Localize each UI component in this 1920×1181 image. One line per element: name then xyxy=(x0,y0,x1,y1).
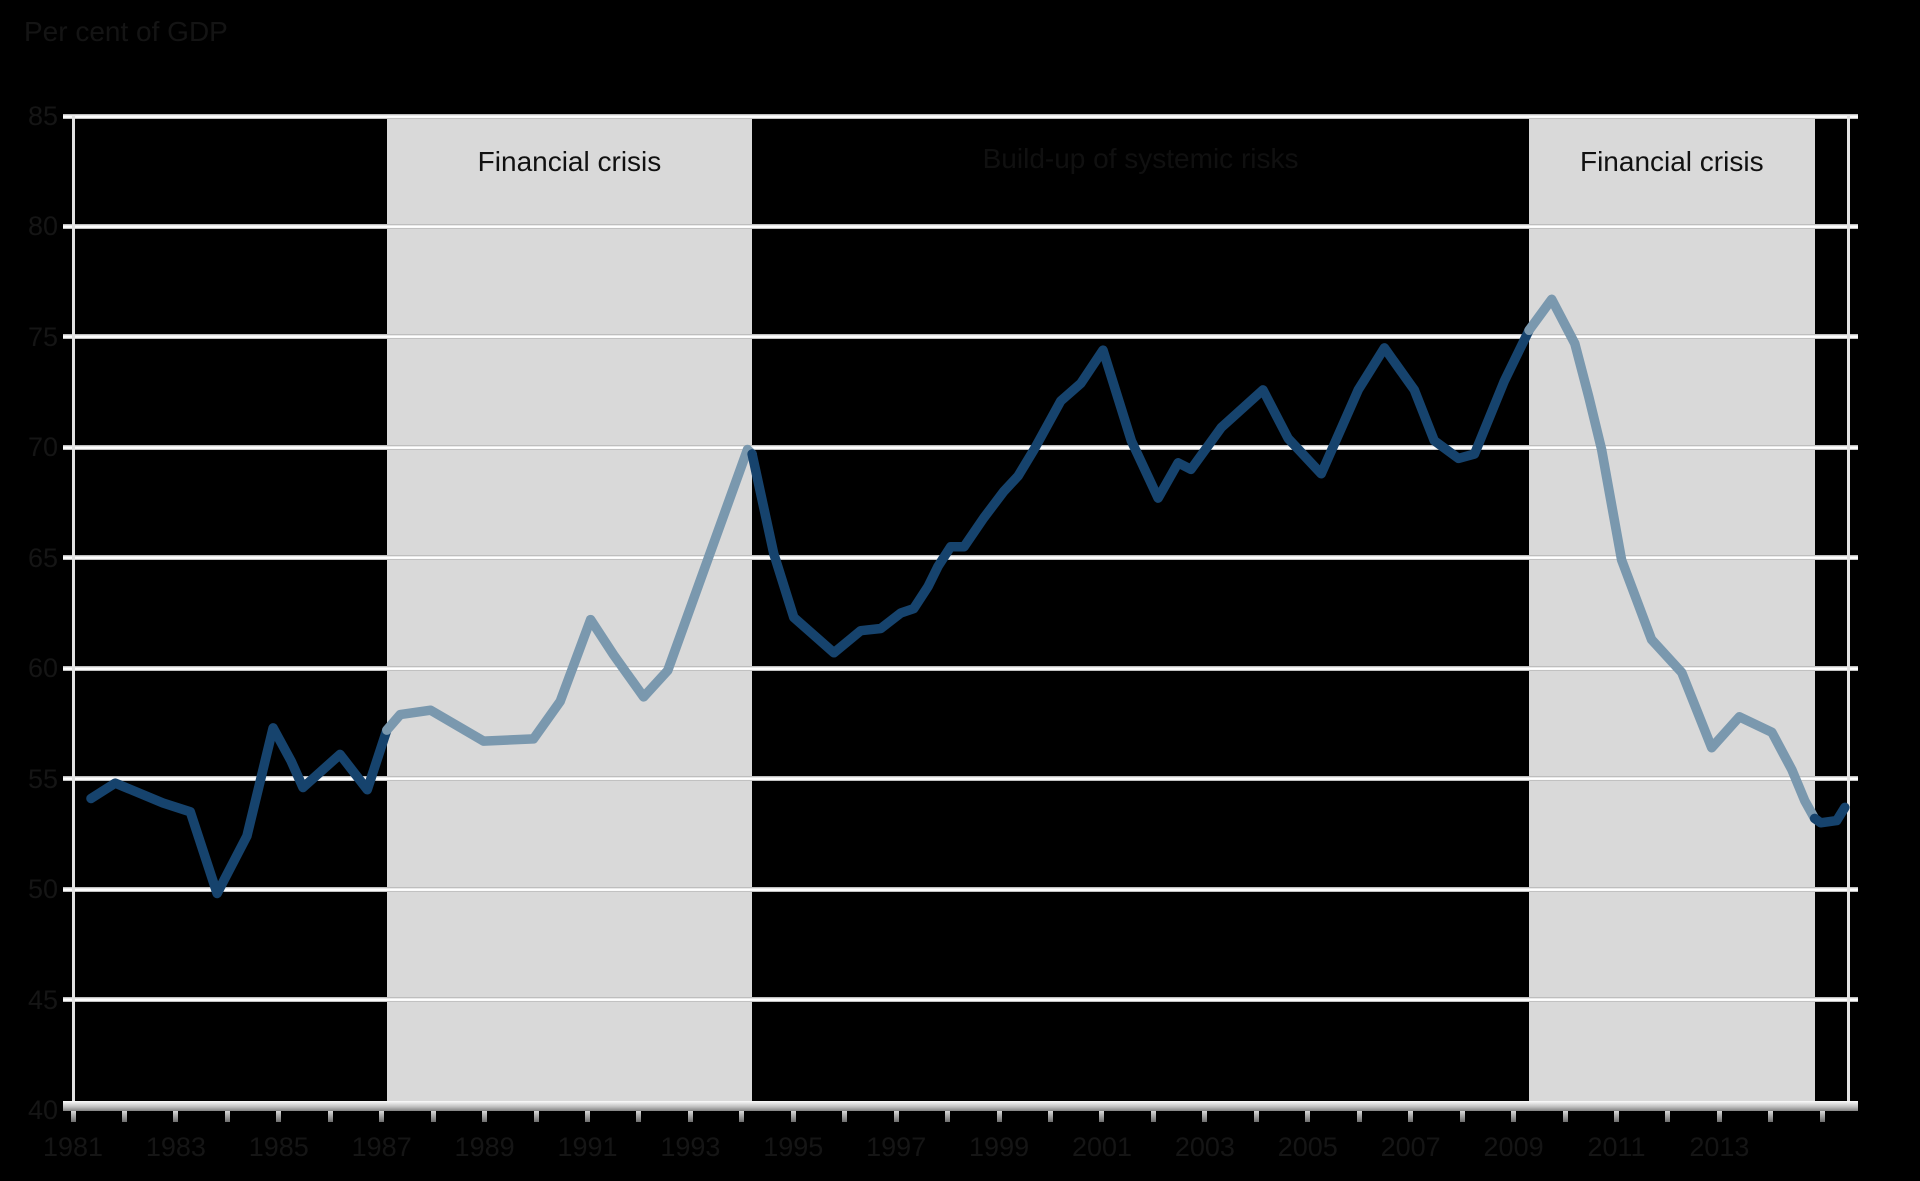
x-tick-label: 1995 xyxy=(763,1132,824,1162)
gridline xyxy=(63,113,1858,119)
x-axis-tick xyxy=(1511,1111,1517,1122)
middle-region-label: Build-up of systemic risks xyxy=(982,143,1299,174)
y-tick-label: 40 xyxy=(27,1095,58,1125)
x-axis-tick xyxy=(327,1111,333,1122)
data-line-segment xyxy=(1809,802,1850,828)
x-axis-tick xyxy=(533,1111,539,1122)
x-axis-tick xyxy=(379,1111,385,1122)
x-axis-tick xyxy=(1048,1111,1054,1122)
x-axis-tick xyxy=(1716,1111,1722,1122)
x-tick-label: 1991 xyxy=(557,1132,618,1162)
x-axis-tick xyxy=(1562,1111,1568,1122)
crisis-band xyxy=(1529,116,1815,1110)
x-tick-label: 1989 xyxy=(454,1132,515,1162)
x-tick-label: 1993 xyxy=(660,1132,721,1162)
gridline xyxy=(63,776,1858,782)
gridline xyxy=(63,997,1858,1003)
y-tick-label: 55 xyxy=(27,763,58,794)
x-axis-tick xyxy=(1819,1111,1825,1122)
left-crisis-band-label: Financial crisis xyxy=(477,146,662,177)
x-axis-tick xyxy=(1253,1111,1259,1122)
gridline xyxy=(63,665,1858,671)
x-axis-tick xyxy=(1202,1111,1208,1122)
y-tick-label: 85 xyxy=(27,101,58,131)
x-tick-label: 1985 xyxy=(248,1132,309,1162)
plot-left-border xyxy=(71,116,75,1110)
gridline xyxy=(63,223,1858,229)
gridline xyxy=(63,555,1858,561)
x-tick-label: 1999 xyxy=(969,1132,1030,1162)
x-axis-tick xyxy=(70,1111,76,1122)
x-axis-tick xyxy=(224,1111,230,1122)
x-axis-tick xyxy=(1613,1111,1619,1122)
y-tick-label: 70 xyxy=(27,432,58,463)
x-tick-label: 1981 xyxy=(42,1132,104,1162)
x-axis-tick xyxy=(1356,1111,1362,1122)
x-axis-tick xyxy=(1768,1111,1774,1122)
y-tick-label: 60 xyxy=(27,653,58,684)
x-tick-label: 2005 xyxy=(1277,1132,1338,1162)
x-axis-tick xyxy=(1305,1111,1311,1122)
plot-right-border xyxy=(1846,116,1850,1110)
y-tick-label: 45 xyxy=(27,984,58,1015)
data-line-segment xyxy=(382,444,757,746)
x-axis-tick xyxy=(173,1111,179,1122)
x-axis-tick xyxy=(636,1111,642,1122)
x-axis-tick xyxy=(584,1111,590,1122)
x-axis-tick xyxy=(996,1111,1002,1122)
data-line-segment xyxy=(747,325,1534,658)
x-axis-tick xyxy=(790,1111,796,1122)
x-axis-tick xyxy=(739,1111,745,1122)
x-axis-tick xyxy=(893,1111,899,1122)
x-tick-label: 2009 xyxy=(1483,1132,1544,1162)
x-axis-tick xyxy=(1408,1111,1414,1122)
y-tick-label: 80 xyxy=(27,211,58,242)
x-tick-label: 1983 xyxy=(145,1132,206,1162)
x-tick-label: 2013 xyxy=(1689,1132,1750,1162)
data-line-segment xyxy=(1524,294,1820,824)
data-line-segment xyxy=(86,723,392,899)
x-axis-tick xyxy=(430,1111,436,1122)
x-axis-tick xyxy=(276,1111,282,1122)
chart-title: Per cent of GDP xyxy=(24,16,228,47)
x-axis-tick xyxy=(945,1111,951,1122)
y-tick-label: 65 xyxy=(27,542,58,573)
x-axis-tick xyxy=(687,1111,693,1122)
x-tick-label: 2011 xyxy=(1587,1132,1646,1162)
right-crisis-band-label: Financial crisis xyxy=(1579,146,1764,177)
gridline xyxy=(63,444,1858,450)
x-tick-label: 2001 xyxy=(1071,1132,1133,1162)
gridline xyxy=(63,334,1858,340)
y-tick-label: 50 xyxy=(27,874,58,905)
x-axis-bar xyxy=(63,1101,1858,1111)
x-tick-label: 1987 xyxy=(351,1132,412,1162)
x-axis-tick xyxy=(842,1111,848,1122)
x-axis-tick xyxy=(482,1111,488,1122)
x-axis-tick xyxy=(1099,1111,1105,1122)
y-tick-label: 75 xyxy=(27,321,58,352)
x-tick-label: 2003 xyxy=(1174,1132,1235,1162)
x-axis-tick xyxy=(1459,1111,1465,1122)
x-tick-label: 2007 xyxy=(1380,1132,1441,1162)
x-tick-label: 1997 xyxy=(866,1132,927,1162)
x-axis-tick xyxy=(121,1111,127,1122)
gridline xyxy=(63,886,1858,892)
x-axis-tick xyxy=(1150,1111,1156,1122)
x-axis-tick xyxy=(1665,1111,1671,1122)
